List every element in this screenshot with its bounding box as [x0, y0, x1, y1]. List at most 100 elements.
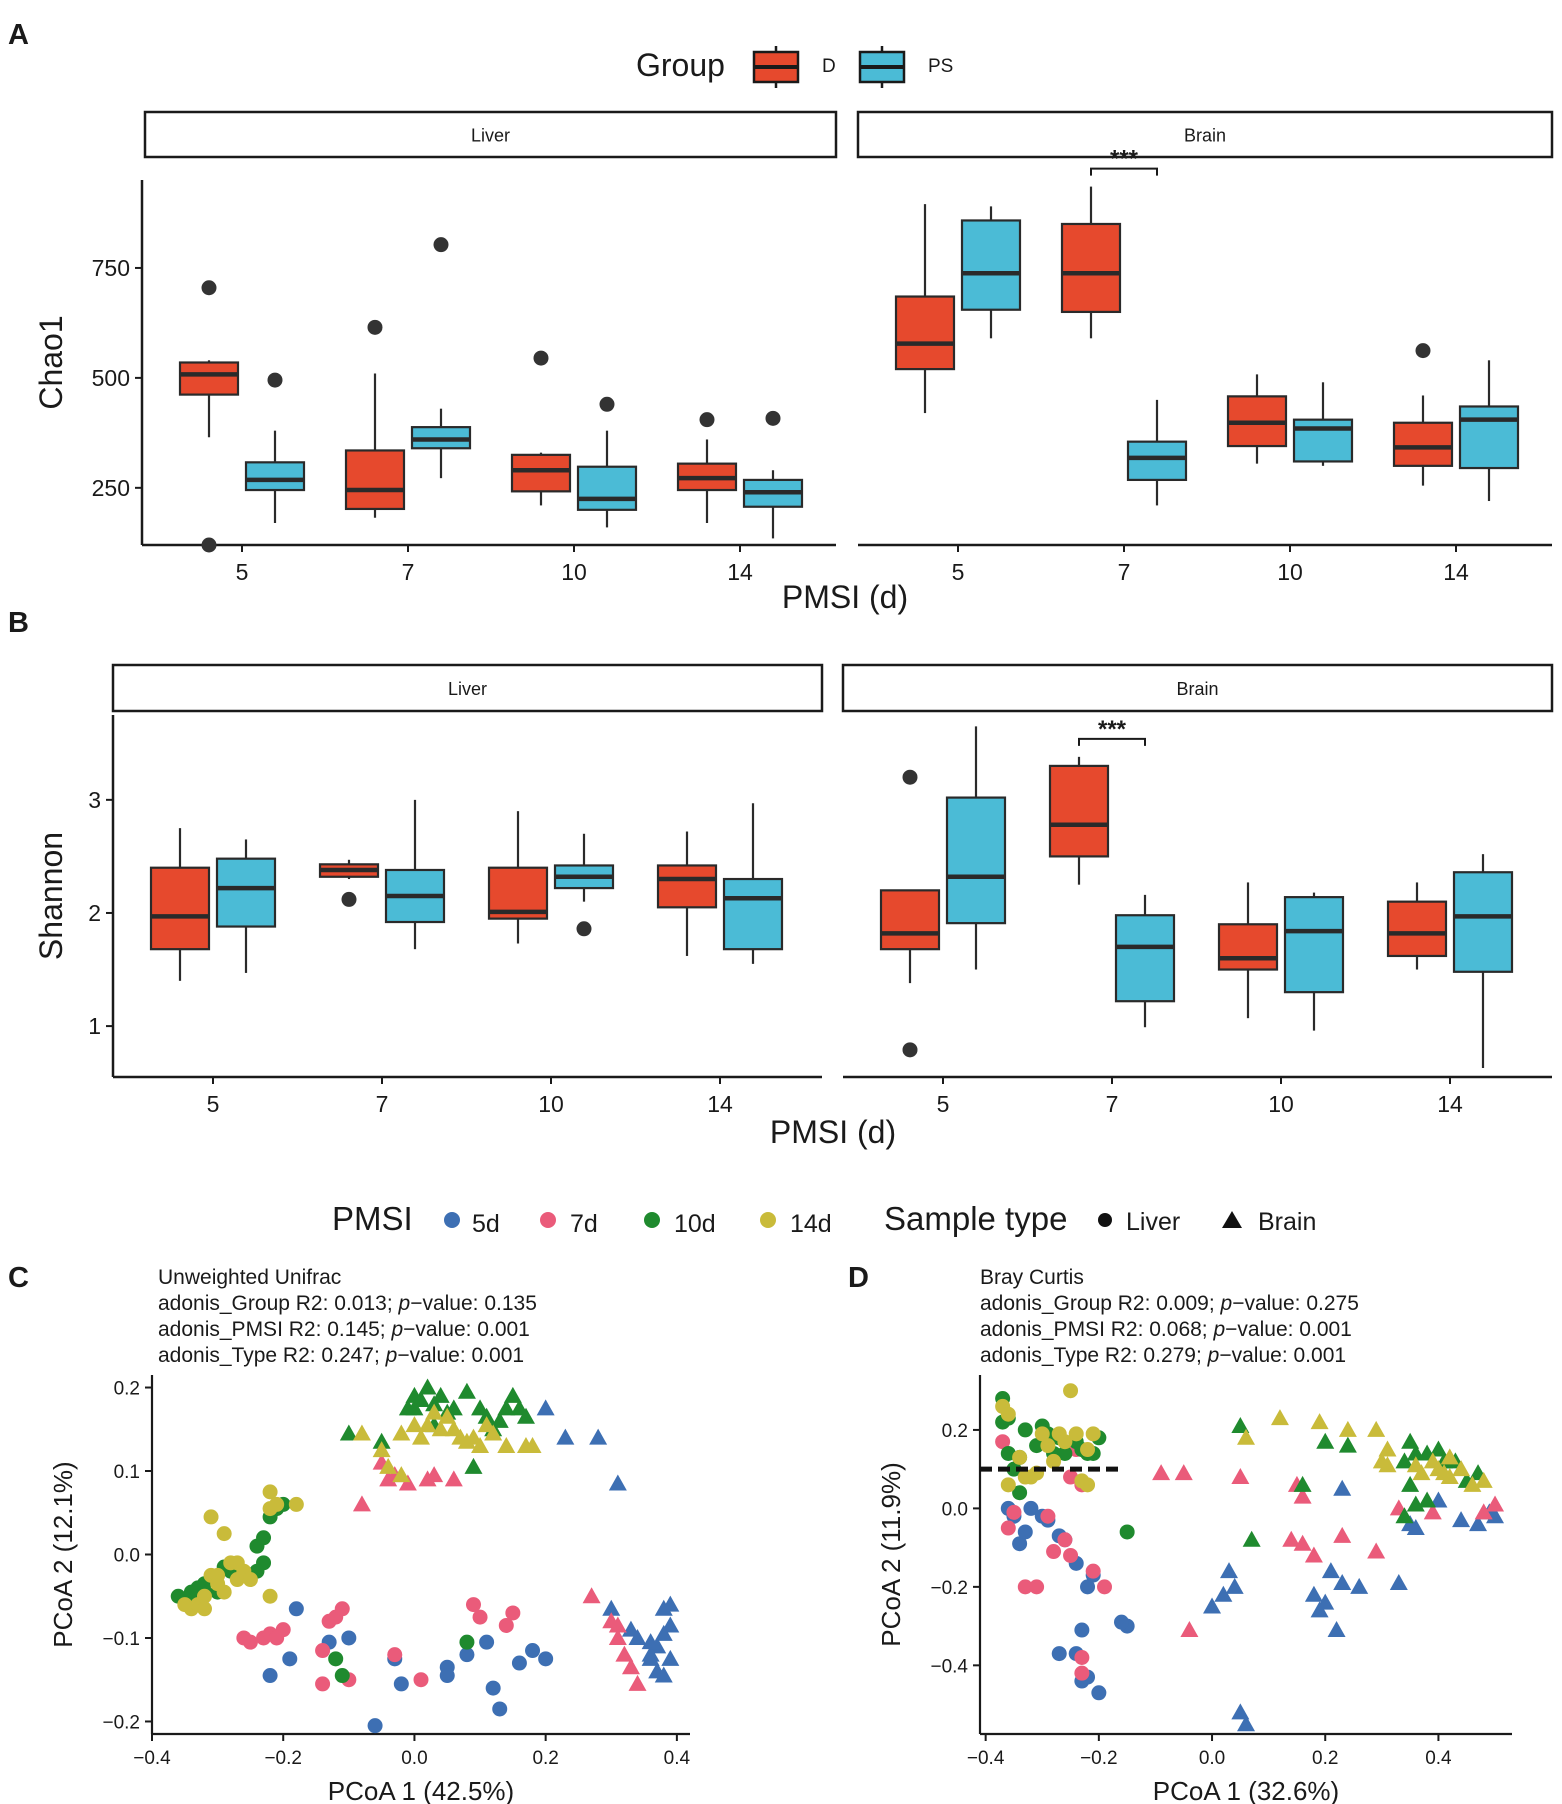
point-10d-liver [1057, 1445, 1073, 1461]
box-brain-10-d [1217, 923, 1279, 971]
point-14d-brain [438, 1407, 457, 1424]
point-14d-brain [523, 1436, 542, 1453]
point-5d-brain [1333, 1573, 1352, 1590]
box-liver-5-d [178, 361, 240, 396]
point-7d-liver [1063, 1547, 1079, 1563]
point-7d-liver [995, 1434, 1011, 1450]
point-7d-brain [628, 1674, 647, 1691]
point-7d-liver [387, 1647, 403, 1663]
box-liver-7-d-outlier [367, 319, 383, 335]
x-tick-label: 5 [207, 1091, 220, 1117]
legend-dot-5d [444, 1212, 460, 1228]
point-14d-liver [1000, 1406, 1016, 1422]
point-10d-brain [497, 1399, 516, 1416]
point-7d-liver [505, 1605, 521, 1621]
x-tick-label: −0.4 [133, 1748, 171, 1769]
point-10d-brain [418, 1378, 437, 1395]
box-liver-5-ps [244, 461, 306, 492]
point-14d-liver [1080, 1477, 1096, 1493]
point-10d-brain [1395, 1507, 1414, 1524]
adonis-stat-line: adonis_Type R2: 0.247; p−value: 0.001 [158, 1344, 524, 1367]
point-10d-brain [1338, 1436, 1357, 1453]
point-14d-liver [269, 1496, 285, 1512]
point-10d-brain [510, 1399, 529, 1416]
point-7d-brain [1282, 1530, 1301, 1547]
x-tick-label: 14 [1437, 1091, 1463, 1117]
y-tick-label: 500 [92, 365, 130, 391]
x-tick-label: 7 [402, 559, 415, 585]
box-liver-10-d-outlier [533, 350, 549, 366]
box-liver-10-ps-outlier [599, 396, 615, 412]
point-5d-brain [654, 1624, 673, 1641]
box-liver-10-ps-outlier [576, 921, 592, 937]
point-14d-liver [203, 1509, 219, 1525]
box-brain-10-ps [1292, 418, 1354, 463]
point-10d-brain [372, 1432, 391, 1449]
box-liver-5-d-outlier [201, 280, 217, 296]
point-5d-brain [602, 1599, 621, 1616]
box-liver-10-ps [576, 465, 638, 511]
sample-legend-title: Sample type [884, 1200, 1067, 1237]
point-14d-liver [1000, 1477, 1016, 1493]
point-10d-brain [1293, 1475, 1312, 1492]
point-7d-brain [425, 1466, 444, 1483]
group-legend-title: Group [636, 47, 725, 83]
point-5d-liver [1113, 1614, 1129, 1630]
point-5d-liver [367, 1718, 383, 1734]
y-tick-label: 0.2 [942, 1421, 968, 1442]
point-14d-brain [392, 1466, 411, 1483]
point-5d-brain [1469, 1515, 1488, 1532]
point-10d-brain [503, 1386, 522, 1403]
x-tick-label: 0.0 [401, 1748, 427, 1769]
point-5d-brain [1333, 1479, 1352, 1496]
box-liver-7-d [344, 449, 406, 511]
point-5d-liver [439, 1668, 455, 1684]
facet-label-brain: Brain [1176, 679, 1218, 699]
point-14d-liver [1034, 1426, 1050, 1442]
significance-bracket [1090, 167, 1158, 176]
box-brain-14-ps [1458, 405, 1520, 470]
point-14d-brain [1367, 1420, 1386, 1437]
point-10d-brain [1242, 1530, 1261, 1547]
x-tick-label: 5 [236, 559, 249, 585]
y-tick-label: −0.2 [102, 1712, 140, 1733]
y-tick-label: −0.2 [930, 1578, 968, 1599]
group-legend: Group D PS [636, 46, 953, 88]
point-14d-liver [196, 1588, 212, 1604]
box-brain-5-d [879, 889, 941, 951]
y-tick-label: 250 [92, 475, 130, 501]
point-14d-brain [372, 1441, 391, 1458]
legend-label-brain: Brain [1258, 1208, 1316, 1236]
point-10d-brain [444, 1399, 463, 1416]
point-7d-brain [1474, 1503, 1493, 1520]
point-10d-brain [1395, 1452, 1414, 1469]
legend-shape-liver [1098, 1213, 1112, 1227]
y-axis-title: Shannon [33, 832, 69, 960]
y-axis-title: PCoA 2 (11.9%) [876, 1462, 906, 1647]
point-10d-liver [328, 1651, 344, 1667]
panel-a-chao1: Liver 250 500 750 5 7 10 14 Brain 5 7 10 14 Chao1 PMSI… [33, 110, 1554, 615]
point-5d-liver [262, 1668, 278, 1684]
point-5d-brain [608, 1474, 627, 1491]
point-14d-liver [1040, 1438, 1056, 1454]
legend-label-5d: 5d [472, 1210, 500, 1238]
box-brain-5-d [894, 295, 956, 371]
point-5d-brain [1350, 1577, 1369, 1594]
point-7d-brain [398, 1474, 417, 1491]
point-14d-brain [425, 1403, 444, 1420]
point-5d-liver [492, 1701, 508, 1717]
y-tick-label: 0.0 [942, 1499, 968, 1520]
box-liver-7-d-outlier [341, 891, 357, 907]
point-14d-brain [1474, 1471, 1493, 1488]
box-liver-5-ps [215, 857, 277, 928]
point-10d-brain [490, 1411, 509, 1428]
legend-key-d [752, 46, 800, 88]
point-5d-liver [1023, 1500, 1039, 1516]
facet-label-brain: Brain [1184, 126, 1226, 146]
point-14d-brain [405, 1416, 424, 1433]
box-liver-14-ps-outlier [765, 410, 781, 426]
x-tick-label: 5 [937, 1091, 950, 1117]
point-5d-liver [459, 1647, 475, 1663]
box-liver-5-d [149, 866, 211, 951]
box-brain-7-d [1060, 222, 1122, 314]
